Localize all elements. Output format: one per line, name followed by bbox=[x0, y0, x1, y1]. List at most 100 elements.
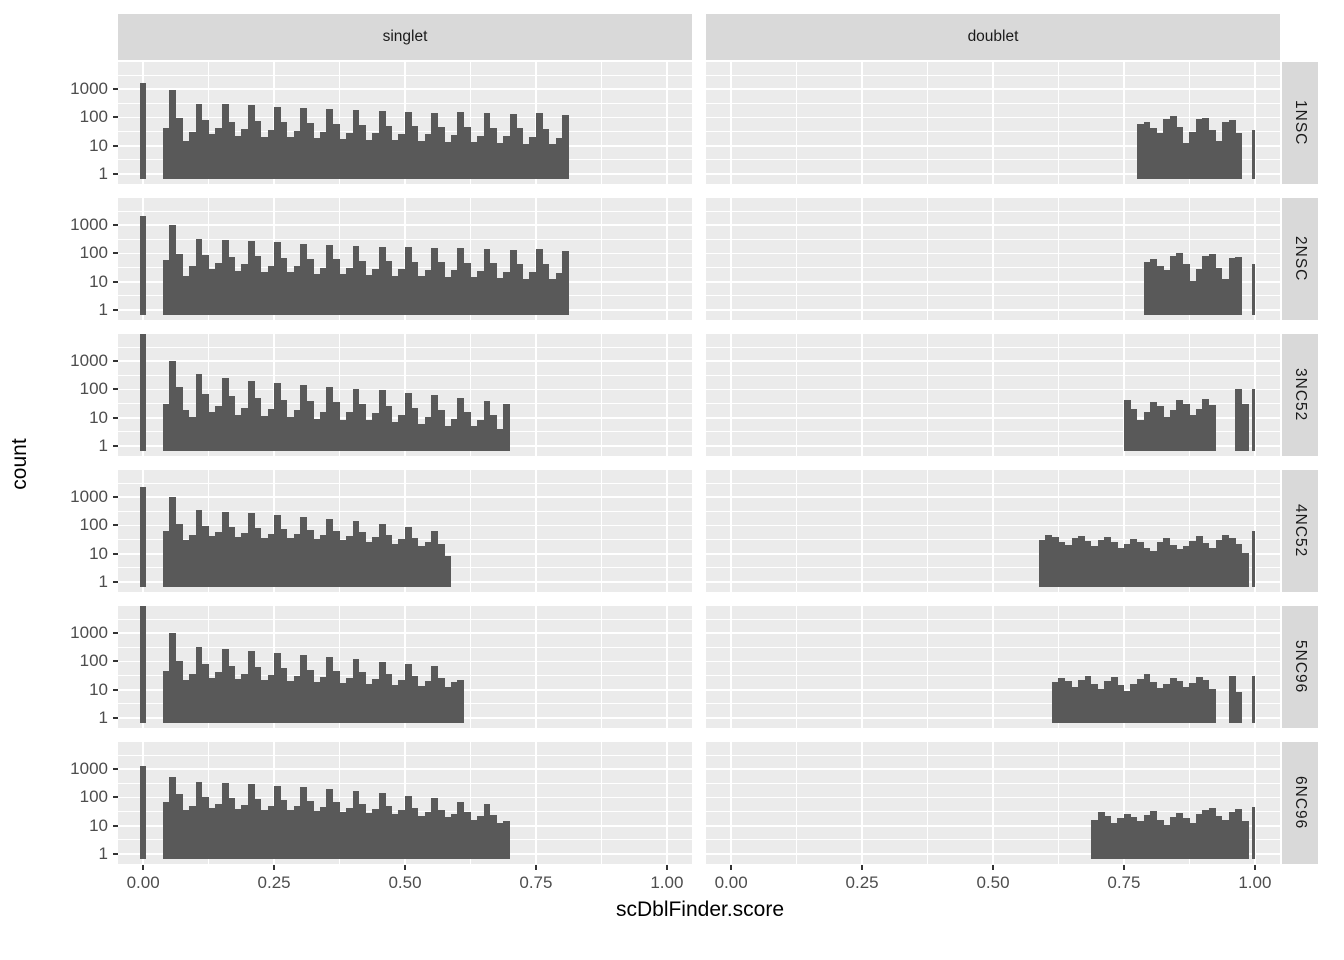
histogram-bar-one bbox=[1251, 675, 1255, 723]
histogram-bar bbox=[424, 134, 432, 179]
histogram-bar bbox=[1222, 121, 1229, 179]
histogram-bar bbox=[398, 810, 406, 859]
gridline-minor-x bbox=[1188, 742, 1190, 864]
histogram-bar bbox=[437, 262, 445, 315]
histogram-bar bbox=[1209, 808, 1216, 859]
histogram-bar bbox=[470, 142, 478, 179]
y-tick-label: 100 bbox=[79, 107, 108, 127]
gridline-major-y bbox=[118, 524, 692, 527]
gridline-major-x bbox=[861, 742, 863, 864]
gridline-major-y bbox=[706, 632, 1280, 634]
histogram-bar bbox=[162, 531, 170, 587]
histogram-bar bbox=[1202, 810, 1210, 859]
gridline-minor-x bbox=[600, 198, 602, 320]
histogram-bar bbox=[234, 135, 242, 179]
histogram-bar bbox=[234, 270, 242, 315]
gridline-major-y bbox=[706, 553, 1280, 555]
gridline-minor-x bbox=[927, 742, 929, 864]
histogram-bar bbox=[522, 144, 530, 179]
histogram-bar bbox=[1137, 821, 1144, 859]
y-tick-mark bbox=[113, 173, 118, 176]
histogram-bar bbox=[418, 686, 425, 723]
gridline-major-x bbox=[666, 606, 668, 728]
gridline-minor-x bbox=[600, 334, 602, 456]
histogram-bar bbox=[418, 546, 425, 587]
histogram-bar bbox=[215, 128, 222, 179]
gridline-major-x bbox=[1254, 62, 1256, 184]
histogram-bar bbox=[1182, 264, 1190, 315]
y-tick-label: 10 bbox=[89, 679, 108, 699]
histogram-bar bbox=[562, 115, 569, 179]
gridline-major-x bbox=[730, 198, 732, 320]
gridline-minor-x bbox=[1188, 198, 1190, 320]
gridline-major-y bbox=[706, 281, 1280, 283]
histogram-bar bbox=[1123, 400, 1131, 451]
histogram-bar bbox=[503, 403, 511, 451]
histogram-bar bbox=[326, 518, 334, 587]
gridline-major-x bbox=[730, 470, 732, 592]
facet-panel-5NC96-singlet bbox=[118, 606, 692, 728]
histogram-bar bbox=[319, 411, 327, 451]
histogram-bar bbox=[162, 670, 170, 723]
histogram-bar bbox=[444, 277, 452, 315]
gridline-minor-y bbox=[118, 74, 692, 76]
y-tick-mark bbox=[113, 524, 118, 527]
histogram-bar bbox=[221, 512, 229, 587]
histogram-bar bbox=[1123, 690, 1131, 723]
x-tick-mark bbox=[404, 865, 406, 870]
histogram-bar bbox=[1110, 542, 1118, 587]
histogram-bar bbox=[542, 264, 550, 315]
histogram-bar bbox=[208, 536, 216, 587]
histogram-bar bbox=[378, 110, 386, 179]
histogram-bar bbox=[1051, 537, 1059, 587]
histogram-bar bbox=[1045, 534, 1053, 587]
histogram-bar bbox=[411, 407, 419, 451]
y-tick-mark bbox=[113, 224, 118, 227]
histogram-bar bbox=[254, 527, 262, 587]
histogram-bar bbox=[313, 273, 321, 315]
histogram-bar bbox=[1169, 544, 1177, 587]
histogram-bar bbox=[319, 676, 327, 723]
histogram-bar bbox=[418, 276, 425, 315]
gridline-major-y bbox=[706, 660, 1280, 663]
histogram-bar bbox=[437, 678, 445, 723]
gridline-minor-x bbox=[600, 606, 602, 728]
gridline-major-x bbox=[861, 334, 863, 456]
histogram-bar bbox=[490, 263, 497, 315]
histogram-bar bbox=[247, 380, 255, 451]
histogram-bar bbox=[319, 806, 327, 859]
histogram-bar bbox=[234, 809, 242, 859]
histogram-bar bbox=[490, 415, 497, 451]
gridline-major-y bbox=[706, 252, 1280, 255]
histogram-bar bbox=[332, 670, 340, 723]
histogram-bar bbox=[424, 269, 432, 315]
histogram-bar bbox=[1058, 678, 1066, 723]
histogram-bar bbox=[1150, 682, 1157, 723]
facet-strip-5nc96: 5NC96 bbox=[1282, 606, 1318, 728]
histogram-bar bbox=[496, 278, 504, 315]
gridline-minor-x bbox=[927, 334, 929, 456]
histogram-bar bbox=[431, 666, 439, 723]
histogram-bar bbox=[182, 679, 190, 723]
histogram-bar bbox=[208, 134, 216, 179]
gridline-major-y bbox=[706, 309, 1280, 311]
histogram-bar bbox=[1202, 679, 1210, 723]
histogram-bar bbox=[319, 267, 327, 315]
histogram-bar bbox=[202, 525, 209, 587]
histogram-bar bbox=[424, 680, 432, 723]
gridline-major-y bbox=[706, 689, 1280, 691]
gridline-minor-y bbox=[706, 811, 1280, 813]
gridline-major-x bbox=[992, 742, 994, 864]
histogram-bar bbox=[287, 538, 294, 587]
histogram-bar bbox=[300, 516, 308, 587]
y-tick-label: 1000 bbox=[70, 487, 108, 507]
gridline-minor-y bbox=[706, 159, 1280, 161]
histogram-bar bbox=[1110, 823, 1118, 859]
histogram-bar bbox=[496, 823, 504, 859]
histogram-bar bbox=[169, 496, 177, 587]
histogram-bar-zero bbox=[139, 606, 147, 723]
histogram-bar bbox=[1143, 261, 1151, 315]
histogram-bar bbox=[372, 537, 380, 587]
histogram-bar bbox=[450, 418, 458, 451]
histogram-bar bbox=[300, 108, 308, 179]
